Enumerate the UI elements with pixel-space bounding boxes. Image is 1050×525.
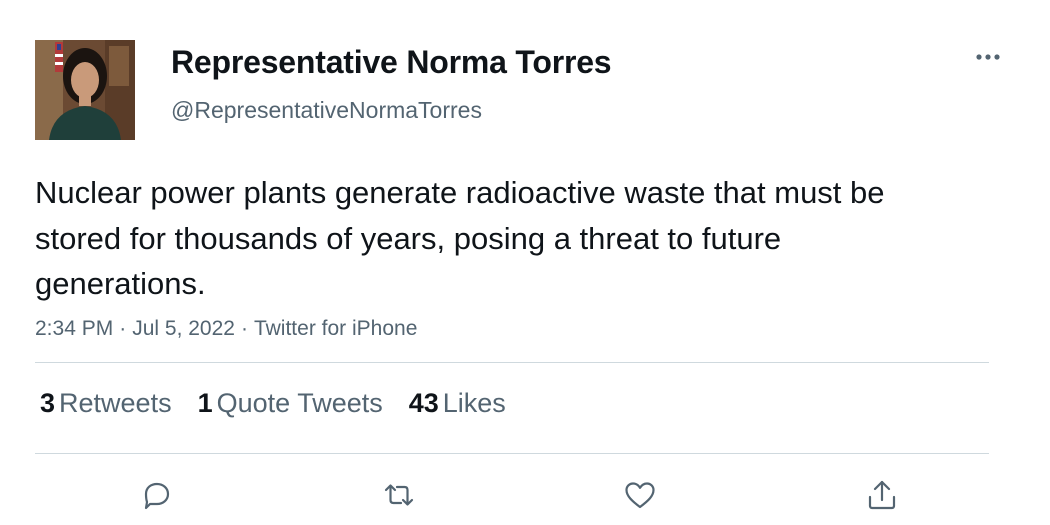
quote-tweets-stat[interactable]: 1 Quote Tweets — [198, 388, 383, 419]
avatar-photo-icon — [35, 40, 135, 140]
share-button[interactable] — [862, 475, 902, 515]
quote-tweets-label: Quote Tweets — [216, 388, 383, 418]
meta-separator: · — [240, 317, 248, 340]
reply-button[interactable] — [136, 475, 176, 515]
comment-icon — [144, 482, 170, 510]
tweet-text: Nuclear power plants generate radioactiv… — [35, 175, 885, 301]
tweet-date[interactable]: Jul 5, 2022 — [132, 317, 235, 340]
share-icon — [868, 480, 896, 510]
likes-stat[interactable]: 43 Likes — [409, 388, 506, 419]
retweet-button[interactable] — [379, 475, 419, 515]
quote-tweets-count: 1 — [197, 388, 213, 418]
meta-separator: · — [119, 317, 127, 340]
retweets-stat[interactable]: 3 Retweets — [40, 388, 172, 419]
author-display-name[interactable]: Representative Norma Torres — [171, 44, 612, 80]
retweet-icon — [384, 484, 414, 506]
likes-label: Likes — [442, 388, 506, 418]
author-avatar[interactable] — [35, 40, 135, 140]
retweets-count: 3 — [40, 388, 56, 418]
like-button[interactable] — [620, 475, 660, 515]
tweet-time[interactable]: 2:34 PM — [35, 317, 114, 340]
likes-count: 43 — [408, 388, 439, 418]
engagement-stats: 3 Retweets 1 Quote Tweets 43 Likes — [40, 388, 532, 419]
tweet-source[interactable]: Twitter for iPhone — [253, 317, 418, 340]
author-handle[interactable]: @RepresentativeNormaTorres — [171, 97, 482, 123]
more-options-button[interactable] — [968, 42, 1008, 72]
divider — [35, 362, 989, 363]
divider — [35, 453, 989, 454]
retweets-label: Retweets — [59, 388, 172, 418]
more-dots-icon — [976, 54, 1000, 60]
tweet-meta: 2:34 PM · Jul 5, 2022 · Twitter for iPhone — [35, 317, 417, 341]
heart-icon — [625, 482, 655, 509]
